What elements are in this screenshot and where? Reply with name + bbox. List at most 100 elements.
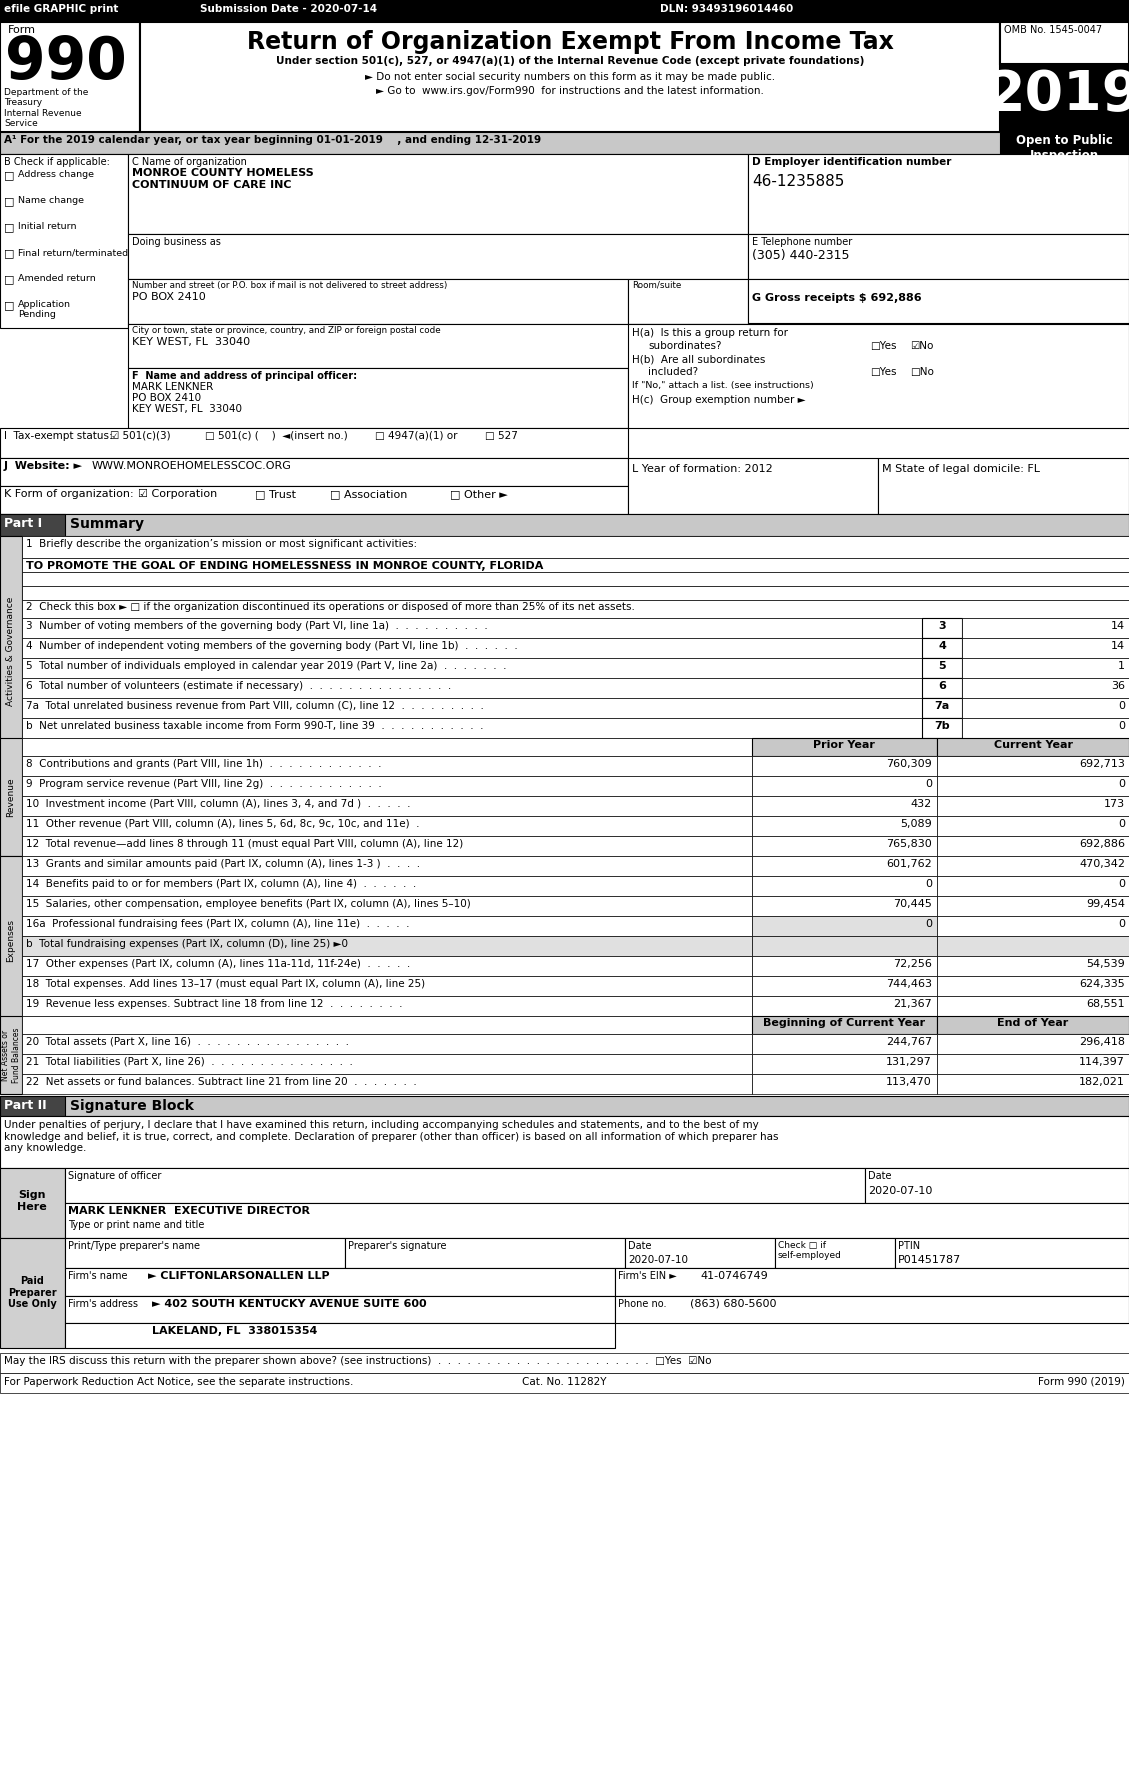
Bar [21, 1015, 752, 1033]
Text: 244,767: 244,767 [886, 1037, 933, 1048]
Bar [878, 458, 1129, 514]
Text: Doing business as: Doing business as [132, 236, 221, 247]
Text: □: □ [5, 170, 15, 181]
Text: Initial return: Initial return [18, 222, 77, 231]
Bar [21, 956, 752, 976]
Text: WWW.MONROEHOMELESSCOC.ORG: WWW.MONROEHOMELESSCOC.ORG [91, 460, 292, 471]
Text: 0: 0 [1118, 700, 1124, 711]
Text: Firm's EIN ►: Firm's EIN ► [618, 1272, 676, 1281]
Text: 6: 6 [938, 681, 946, 691]
Text: For Paperwork Reduction Act Notice, see the separate instructions.: For Paperwork Reduction Act Notice, see … [5, 1377, 353, 1386]
Text: □: □ [5, 274, 15, 285]
Bar [345, 1238, 625, 1268]
Bar [21, 657, 922, 679]
Bar [21, 836, 752, 856]
Bar [21, 937, 752, 956]
Text: □ 4947(a)(1) or: □ 4947(a)(1) or [375, 432, 457, 441]
Bar [140, 21, 1000, 133]
Text: OMB No. 1545-0047: OMB No. 1545-0047 [1004, 25, 1102, 36]
Text: (305) 440-2315: (305) 440-2315 [752, 249, 849, 261]
Text: 0: 0 [925, 919, 933, 930]
Text: □Yes: □Yes [870, 367, 896, 376]
Bar [937, 1033, 1129, 1053]
Text: 16a  Professional fundraising fees (Part IX, column (A), line 11e)  .  .  .  .  : 16a Professional fundraising fees (Part … [26, 919, 410, 930]
Text: 470,342: 470,342 [1079, 860, 1124, 869]
Bar [749, 279, 1129, 322]
Text: MARK LENKNER  EXECUTIVE DIRECTOR: MARK LENKNER EXECUTIVE DIRECTOR [68, 1205, 310, 1216]
Text: 760,309: 760,309 [886, 759, 933, 768]
Bar [752, 756, 937, 776]
Text: H(a)  Is this a group return for: H(a) Is this a group return for [632, 328, 788, 338]
Bar [21, 915, 752, 937]
Text: ☑ Corporation: ☑ Corporation [138, 489, 217, 500]
Text: 990: 990 [5, 34, 126, 91]
Text: 17  Other expenses (Part IX, column (A), lines 11a-11d, 11f-24e)  .  .  .  .  .: 17 Other expenses (Part IX, column (A), … [26, 958, 410, 969]
Bar [962, 698, 1129, 718]
Bar [752, 856, 937, 876]
Bar [752, 738, 937, 756]
Text: ► Do not enter social security numbers on this form as it may be made public.: ► Do not enter social security numbers o… [365, 72, 776, 82]
Bar [0, 514, 65, 536]
Text: Name change: Name change [18, 195, 84, 204]
Bar [21, 817, 752, 836]
Bar [752, 1033, 937, 1053]
Text: □ Association: □ Association [330, 489, 408, 500]
Text: 765,830: 765,830 [886, 838, 933, 849]
Bar [0, 856, 21, 1024]
Text: LAKELAND, FL  338015354: LAKELAND, FL 338015354 [152, 1325, 317, 1336]
Bar [21, 718, 922, 738]
Bar [21, 738, 752, 756]
Bar [962, 679, 1129, 698]
Bar [21, 876, 752, 896]
Text: Return of Organization Exempt From Income Tax: Return of Organization Exempt From Incom… [246, 30, 893, 54]
Text: Final return/terminated: Final return/terminated [18, 247, 128, 256]
Bar [0, 514, 1129, 536]
Bar [922, 638, 962, 657]
Text: 72,256: 72,256 [893, 958, 933, 969]
Text: B Check if applicable:: B Check if applicable: [5, 158, 110, 167]
Text: ► Go to  www.irs.gov/Form990  for instructions and the latest information.: ► Go to www.irs.gov/Form990 for instruct… [376, 86, 764, 97]
Text: Paid
Preparer
Use Only: Paid Preparer Use Only [8, 1275, 56, 1309]
Text: 46-1235885: 46-1235885 [752, 174, 844, 190]
Bar [615, 1268, 1129, 1297]
Text: 70,445: 70,445 [893, 899, 933, 910]
Text: Cat. No. 11282Y: Cat. No. 11282Y [522, 1377, 606, 1386]
Text: H(c)  Group exemption number ►: H(c) Group exemption number ► [632, 396, 806, 405]
Text: ► CLIFTONLARSONALLEN LLP: ► CLIFTONLARSONALLEN LLP [148, 1272, 330, 1281]
Text: PO BOX 2410: PO BOX 2410 [132, 292, 205, 303]
Text: Preparer's signature: Preparer's signature [348, 1241, 446, 1250]
Bar [128, 235, 749, 279]
Bar [752, 876, 937, 896]
Bar [937, 817, 1129, 836]
Bar [21, 776, 752, 795]
Bar [749, 154, 1129, 235]
Text: PTIN: PTIN [898, 1241, 920, 1250]
Bar [65, 1168, 865, 1204]
Bar [962, 618, 1129, 638]
Text: □: □ [5, 301, 15, 310]
Text: 2019: 2019 [987, 68, 1129, 122]
Bar [752, 956, 937, 976]
Text: C Name of organization: C Name of organization [132, 158, 247, 167]
Bar [0, 1096, 1129, 1116]
Bar [21, 600, 1129, 618]
Bar [628, 458, 878, 514]
Text: 2020-07-10: 2020-07-10 [628, 1255, 688, 1264]
Bar [21, 536, 1129, 559]
Text: D Employer identification number: D Employer identification number [752, 158, 952, 167]
Text: KEY WEST, FL  33040: KEY WEST, FL 33040 [132, 337, 251, 347]
Bar [922, 657, 962, 679]
Text: 131,297: 131,297 [886, 1057, 933, 1067]
Text: 11  Other revenue (Part VIII, column (A), lines 5, 6d, 8c, 9c, 10c, and 11e)  .: 11 Other revenue (Part VIII, column (A),… [26, 818, 420, 829]
Text: 2020-07-10: 2020-07-10 [868, 1186, 933, 1196]
Bar [21, 559, 1129, 571]
Bar [937, 1015, 1129, 1033]
Text: 692,886: 692,886 [1079, 838, 1124, 849]
Bar [0, 536, 21, 767]
Bar [615, 1297, 1129, 1324]
Text: 5,089: 5,089 [900, 818, 933, 829]
Bar [128, 279, 628, 324]
Text: 5  Total number of individuals employed in calendar year 2019 (Part V, line 2a) : 5 Total number of individuals employed i… [26, 661, 507, 672]
Text: 14: 14 [1111, 641, 1124, 650]
Bar [752, 996, 937, 1015]
